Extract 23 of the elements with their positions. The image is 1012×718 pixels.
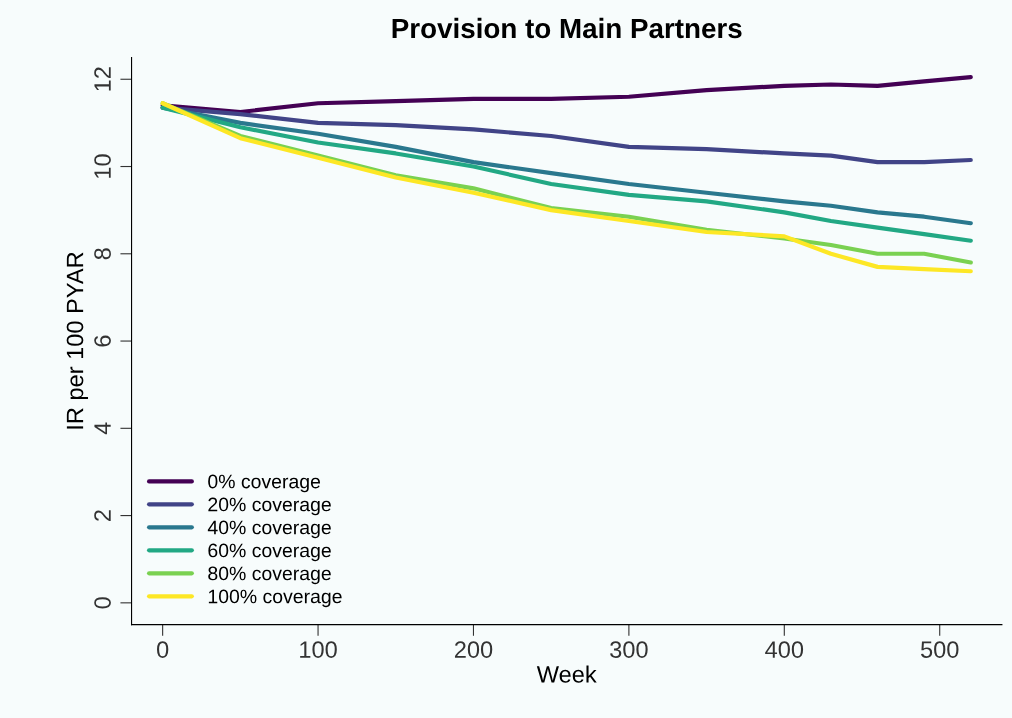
line-series	[160, 74, 973, 115]
y-tick-label: 4	[94, 422, 111, 435]
x-tick-label: 500	[920, 641, 959, 658]
x-tick-label: 300	[610, 641, 648, 658]
x-tick-label: 400	[765, 641, 804, 658]
x-tick-label: 0	[157, 641, 169, 658]
y-tick-label: 8	[94, 248, 111, 260]
legend-label: 20% coverage	[208, 497, 331, 516]
chart-title: Provision to Main Partners	[392, 17, 742, 39]
legend-label: 40% coverage	[207, 520, 331, 539]
y-tick-label: 0	[94, 597, 111, 609]
x-tick-label: 100	[300, 641, 337, 658]
legend-label: 80% coverage	[208, 566, 331, 585]
x-tick-label: 200	[454, 641, 493, 658]
x-axis-title: Week	[536, 665, 597, 683]
y-axis-title: IR per 100 PYAR	[66, 252, 89, 429]
y-tick-label: 12	[94, 67, 111, 91]
legend-label: 100% coverage	[208, 589, 342, 608]
legend-label: 60% coverage	[208, 543, 331, 562]
y-tick-label: 2	[94, 510, 111, 521]
legend-label: 0% coverage	[208, 474, 321, 493]
y-tick-label: 10	[94, 154, 111, 178]
y-tick-label: 6	[94, 335, 111, 347]
